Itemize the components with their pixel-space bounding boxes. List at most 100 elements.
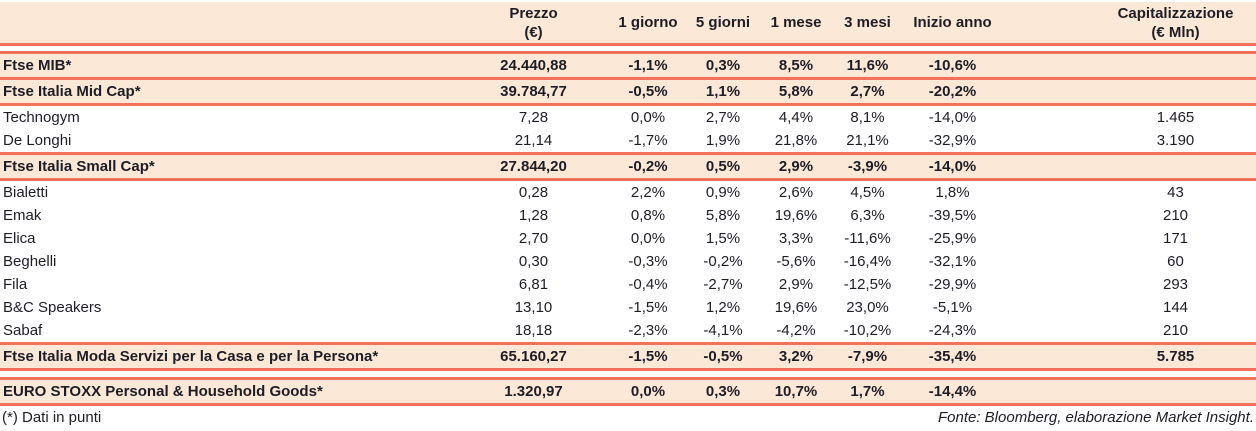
row-label: Technogym xyxy=(3,109,80,126)
cell-1-mese: 21,8% xyxy=(774,132,818,149)
cell-1-giorno: -0,3% xyxy=(628,253,668,270)
cell-capitalizzazione: 43 xyxy=(1167,184,1184,201)
cell-capitalizzazione: 210 xyxy=(1162,322,1189,339)
cell-inizio-anno: -35,4% xyxy=(928,348,977,365)
cell-prezzo: 1,28 xyxy=(518,207,549,224)
cell-inizio-anno: -14,4% xyxy=(928,383,977,400)
row-label: De Longhi xyxy=(3,132,72,149)
table-row: Ftse Italia Moda Servizi per la Casa e p… xyxy=(0,345,1256,368)
cell-5-giorni: 5,8% xyxy=(705,207,741,224)
cell-1-mese: -4,2% xyxy=(776,322,816,339)
row-label: B&C Speakers xyxy=(3,299,102,316)
cell-prezzo: 6,81 xyxy=(518,276,549,293)
table-row: Fila 6,81 -0,4% -2,7% 2,9% -12,5% -29,9%… xyxy=(0,273,1256,296)
cell-1-mese: 2,9% xyxy=(778,158,814,175)
cell-3-mesi: 1,7% xyxy=(850,383,885,400)
cell-5-giorni: 1,2% xyxy=(705,299,741,316)
cell-1-mese: 3,2% xyxy=(778,348,814,365)
col-header-prezzo-line1: Prezzo xyxy=(509,4,558,22)
table-row: Emak 1,28 0,8% 5,8% 19,6% 6,3% -39,5% 21… xyxy=(0,204,1256,227)
cell-capitalizzazione: 293 xyxy=(1162,276,1189,293)
cell-1-giorno: -0,5% xyxy=(628,83,668,100)
cell-5-giorni: 1,9% xyxy=(705,132,741,149)
cell-1-giorno: 0,0% xyxy=(630,230,666,247)
row-label: Emak xyxy=(3,207,42,224)
cell-3-mesi: 2,7% xyxy=(850,83,885,100)
cell-prezzo: 2,70 xyxy=(518,230,549,247)
section-spacer xyxy=(0,371,1256,377)
table-row: Elica 2,70 0,0% 1,5% 3,3% -11,6% -25,9% … xyxy=(0,227,1256,250)
divider-rule xyxy=(0,403,1256,406)
cell-prezzo: 39.784,77 xyxy=(500,83,567,100)
cell-prezzo: 21,14 xyxy=(514,132,553,149)
cell-1-mese: 2,9% xyxy=(778,276,814,293)
cell-5-giorni: 0,3% xyxy=(705,57,741,74)
cell-3-mesi: -10,2% xyxy=(843,322,892,339)
cell-capitalizzazione: 3.190 xyxy=(1156,132,1195,149)
cell-capitalizzazione: 5.785 xyxy=(1156,348,1195,365)
col-header-name xyxy=(0,2,455,43)
cell-1-giorno: -1,1% xyxy=(628,57,668,74)
table-row: Beghelli 0,30 -0,3% -0,2% -5,6% -16,4% -… xyxy=(0,250,1256,273)
cell-prezzo: 24.440,88 xyxy=(500,57,567,74)
cell-1-giorno: 0,8% xyxy=(630,207,666,224)
cell-capitalizzazione: 210 xyxy=(1162,207,1189,224)
cell-5-giorni: 0,5% xyxy=(705,158,741,175)
divider-rule xyxy=(0,178,1256,181)
cell-1-giorno: -1,5% xyxy=(628,299,668,316)
cell-3-mesi: 21,1% xyxy=(846,132,889,149)
cell-3-mesi: -11,6% xyxy=(844,230,891,247)
cell-1-mese: 4,4% xyxy=(778,109,814,126)
cell-inizio-anno: -39,5% xyxy=(928,207,977,224)
table-row: Sabaf 18,18 -2,3% -4,1% -4,2% -10,2% -24… xyxy=(0,319,1256,342)
cell-prezzo: 18,18 xyxy=(514,322,553,339)
cell-1-giorno: -1,7% xyxy=(628,132,668,149)
table-row: Ftse MIB* 24.440,88 -1,1% 0,3% 8,5% 11,6… xyxy=(0,54,1256,77)
divider-rule xyxy=(0,77,1256,80)
table-row: Technogym 7,28 0,0% 2,7% 4,4% 8,1% -14,0… xyxy=(0,106,1256,129)
cell-prezzo: 0,28 xyxy=(518,184,549,201)
cell-1-giorno: -0,4% xyxy=(628,276,668,293)
table-row: B&C Speakers 13,10 -1,5% 1,2% 19,6% 23,0… xyxy=(0,296,1256,319)
col-header-prezzo: Prezzo (€) xyxy=(455,2,612,43)
cell-3-mesi: -16,4% xyxy=(843,253,892,270)
divider-rule xyxy=(0,103,1256,106)
divider-rule xyxy=(0,368,1256,371)
table-row: Ftse Italia Small Cap* 27.844,20 -0,2% 0… xyxy=(0,155,1256,178)
cell-inizio-anno: -10,6% xyxy=(928,57,977,74)
cell-inizio-anno: -20,2% xyxy=(928,83,977,100)
cell-3-mesi: -3,9% xyxy=(847,158,888,175)
col-header-capitalizzazione-line2: (€ Mln) xyxy=(1151,23,1200,41)
col-header-inizio-anno: Inizio anno xyxy=(913,14,992,31)
row-label: Ftse Italia Moda Servizi per la Casa e p… xyxy=(3,348,379,365)
source-credit: Fonte: Bloomberg, elaborazione Market In… xyxy=(937,409,1254,426)
cell-1-mese: 5,8% xyxy=(778,83,814,100)
cell-capitalizzazione: 60 xyxy=(1167,253,1184,270)
col-header-capitalizzazione: Capitalizzazione (€ Mln) xyxy=(1000,2,1256,43)
cell-3-mesi: -12,5% xyxy=(843,276,892,293)
col-header-3-mesi: 3 mesi xyxy=(844,14,891,31)
table-header-row: Prezzo (€) 1 giorno 5 giorni 1 mese 3 me… xyxy=(0,2,1256,43)
col-header-5-giorni: 5 giorni xyxy=(695,14,751,31)
row-label: Elica xyxy=(3,230,36,247)
cell-1-giorno: -2,3% xyxy=(628,322,668,339)
cell-1-mese: 10,7% xyxy=(774,383,818,400)
divider-rule xyxy=(0,43,1256,46)
table-row: EURO STOXX Personal & Household Goods* 1… xyxy=(0,380,1256,403)
cell-inizio-anno: -14,0% xyxy=(928,109,977,126)
table-row: Bialetti 0,28 2,2% 0,9% 2,6% 4,5% 1,8% 4… xyxy=(0,181,1256,204)
cell-3-mesi: -7,9% xyxy=(847,348,888,365)
cell-3-mesi: 4,5% xyxy=(850,184,885,201)
cell-3-mesi: 11,6% xyxy=(846,57,889,74)
divider-rule xyxy=(0,51,1256,54)
table-row: Ftse Italia Mid Cap* 39.784,77 -0,5% 1,1… xyxy=(0,80,1256,103)
cell-inizio-anno: -32,1% xyxy=(928,253,977,270)
divider-rule xyxy=(0,152,1256,155)
cell-prezzo: 1.320,97 xyxy=(504,383,563,400)
cell-1-giorno: -0,2% xyxy=(628,158,668,175)
divider-rule xyxy=(0,377,1256,380)
cell-prezzo: 13,10 xyxy=(514,299,553,316)
cell-prezzo: 27.844,20 xyxy=(500,158,567,175)
cell-inizio-anno: 1,8% xyxy=(935,184,970,201)
cell-1-mese: 19,6% xyxy=(774,207,818,224)
